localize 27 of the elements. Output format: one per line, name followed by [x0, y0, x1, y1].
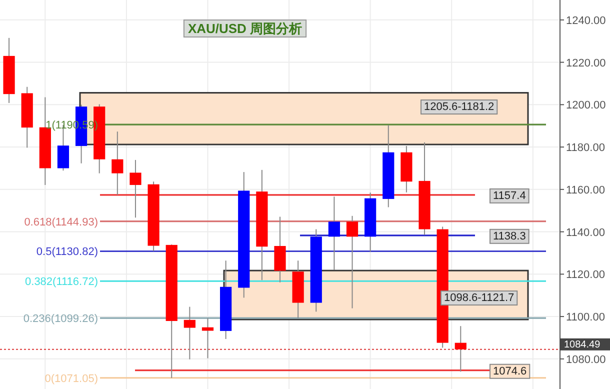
ref-line-label: 1157.4 — [493, 190, 526, 202]
candlestick — [130, 159, 142, 218]
y-tick-label: 1220.00 — [566, 57, 606, 70]
y-tick-label: 1200.00 — [566, 100, 606, 112]
y-tick-label: 1240.00 — [566, 14, 606, 27]
ref-line-label: 1084.49 — [564, 339, 601, 350]
candlestick — [454, 326, 466, 372]
y-tick-label: 1120.00 — [566, 269, 605, 282]
ref-line-label: 1138.3 — [493, 230, 526, 242]
candlestick — [328, 196, 340, 270]
ref-line-label: 0.382(1116.72) — [25, 276, 98, 288]
y-tick-label: 1100.00 — [566, 312, 605, 324]
ref-line-label: 0.236(1099.26) — [23, 313, 98, 326]
candlestick — [112, 131, 124, 196]
y-tick-label: 1080.00 — [566, 354, 606, 366]
band-label: 1098.6-1121.7 — [444, 292, 514, 304]
ref-line-label: 0.618(1144.93) — [24, 216, 98, 228]
candlestick — [346, 215, 358, 309]
ref-line-label: 0.5(1130.82) — [36, 246, 98, 258]
ref-line-label: 1074.6 — [493, 365, 527, 378]
band-label: 1205.6-1181.2 — [424, 101, 494, 113]
y-tick-label: 1160.00 — [566, 184, 605, 196]
y-tick-label: 1180.00 — [566, 142, 605, 154]
ref-line-label: 0(1071.05) — [44, 372, 98, 385]
y-tick-label: 1140.00 — [566, 226, 605, 239]
candlestick — [184, 306, 196, 360]
text: XAU/USD 周图分析 — [188, 21, 302, 36]
